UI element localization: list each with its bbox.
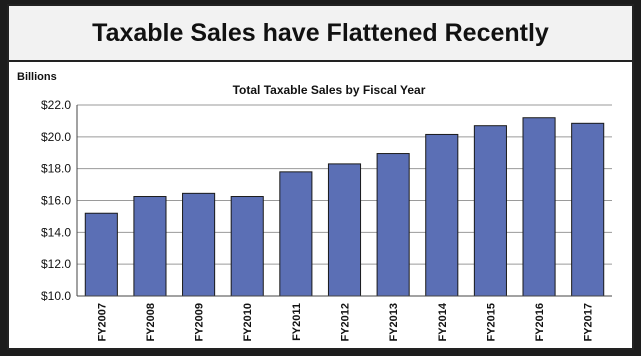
bar xyxy=(571,122,605,297)
bar xyxy=(522,117,556,297)
slide: Taxable Sales have Flattened Recently Bi… xyxy=(7,4,634,350)
bars xyxy=(84,117,605,297)
bar xyxy=(327,163,362,297)
x-tick-label: FY2011 xyxy=(291,303,303,341)
y-tick-label: $18.0 xyxy=(41,162,71,176)
y-tick-labels: $10.0 $12.0 $14.0 $16.0 $18.0 $20.0 $22.0 xyxy=(41,98,71,303)
x-tick-label: FY2010 xyxy=(242,303,254,342)
bar xyxy=(376,153,410,297)
x-tick-labels: FY2007 FY2008 FY2009 FY2010 FY2011 FY2012 FY20… xyxy=(96,302,594,341)
bar xyxy=(133,196,167,297)
y-tick-label: $12.0 xyxy=(41,257,71,271)
y-tick-label: $22.0 xyxy=(41,98,71,112)
x-tick-label: FY2009 xyxy=(194,303,206,342)
y-tick-label: $10.0 xyxy=(41,289,71,303)
x-tick-label: FY2014 xyxy=(437,302,449,341)
slide-title-box: Taxable Sales have Flattened Recently xyxy=(9,6,632,62)
bar xyxy=(182,192,216,297)
y-tick-label: $16.0 xyxy=(41,194,71,208)
y-axis-label: Billions xyxy=(17,71,57,83)
x-tick-label: FY2012 xyxy=(340,303,352,342)
bar-chart: Billions Total Taxable Sales by Fiscal Y… xyxy=(17,71,612,342)
bar xyxy=(84,212,118,297)
x-tick-label: FY2007 xyxy=(96,303,108,342)
x-tick-label: FY2017 xyxy=(583,303,595,342)
bar xyxy=(279,171,313,297)
y-tick-label: $14.0 xyxy=(41,225,71,239)
x-tick-label: FY2016 xyxy=(534,303,546,342)
y-tick-label: $20.0 xyxy=(41,130,71,144)
bar xyxy=(425,133,459,297)
bar xyxy=(473,125,507,297)
chart-area: Billions Total Taxable Sales by Fiscal Y… xyxy=(9,62,632,348)
x-tick-label: FY2008 xyxy=(145,303,157,342)
chart-title: Total Taxable Sales by Fiscal Year xyxy=(233,83,426,97)
bar xyxy=(230,196,264,297)
x-tick-label: FY2015 xyxy=(485,303,497,342)
slide-title: Taxable Sales have Flattened Recently xyxy=(92,18,549,47)
x-tick-label: FY2013 xyxy=(388,303,400,342)
